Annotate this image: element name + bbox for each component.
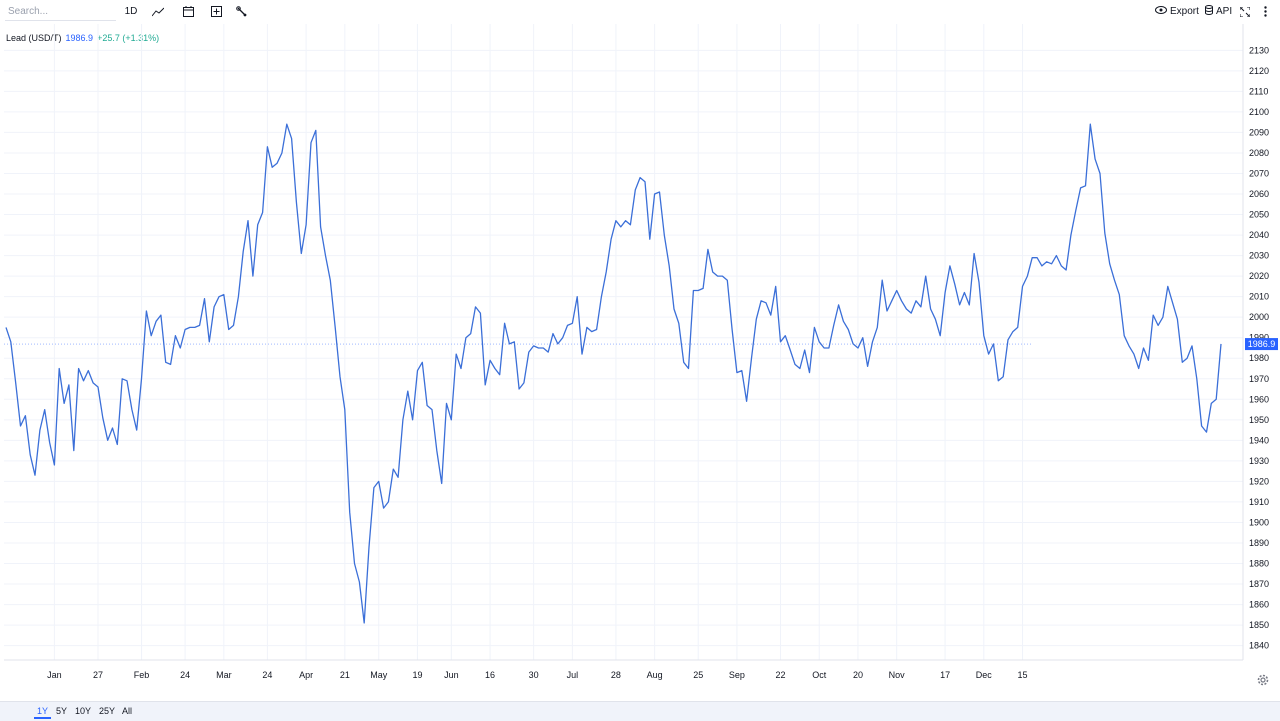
range-all-button[interactable]: All	[122, 706, 133, 716]
legend-value: 1986.9	[65, 33, 94, 43]
y-tick-label: 1960	[1249, 394, 1269, 404]
y-tick-label: 1920	[1249, 476, 1269, 486]
export-label: Export	[1170, 6, 1199, 17]
x-tick-label: Sep	[729, 670, 745, 680]
y-tick-label: 1860	[1249, 600, 1269, 610]
y-tick-label: 1930	[1249, 456, 1269, 466]
y-tick-label: 1980	[1249, 353, 1269, 363]
x-tick-label: Jan	[47, 670, 62, 680]
y-tick-label: 1990	[1249, 333, 1269, 343]
y-tick-label: 1890	[1249, 538, 1269, 548]
range-25y-button[interactable]: 25Y	[99, 706, 116, 716]
y-tick-label: 2090	[1249, 127, 1269, 137]
x-tick-label: Nov	[889, 670, 906, 680]
price-chart[interactable]: 1840185018601870188018901900191019201930…	[0, 24, 1280, 700]
x-tick-label: 22	[775, 670, 785, 680]
last-value-label: 1986.9	[1248, 339, 1276, 349]
y-tick-label: 1910	[1249, 497, 1269, 507]
api-label: API	[1216, 6, 1233, 17]
search-input[interactable]	[5, 3, 116, 21]
interval-button[interactable]: 1D	[124, 6, 138, 17]
y-tick-label: 1940	[1249, 435, 1269, 445]
x-tick-label: 28	[611, 670, 621, 680]
y-tick-label: 2120	[1249, 66, 1269, 76]
x-tick-label: 20	[853, 670, 863, 680]
calendar-icon[interactable]	[180, 3, 196, 20]
x-tick-label: Jul	[567, 670, 579, 680]
last-value-box	[1245, 338, 1278, 351]
x-tick-label: May	[370, 670, 388, 680]
range-1y-button[interactable]: 1Y	[34, 705, 52, 719]
y-tick-label: 2110	[1249, 86, 1268, 96]
y-tick-label: 2100	[1249, 107, 1269, 117]
x-tick-label: 21	[340, 670, 350, 680]
y-tick-label: 2000	[1249, 312, 1269, 322]
fullscreen-icon[interactable]	[1240, 3, 1250, 20]
chart-legend: Lead (USD/T) 1986.9 +25.7 (+1.31%)	[6, 33, 159, 43]
y-tick-label: 1950	[1249, 415, 1269, 425]
chart-toolbar: 1D Export API	[0, 0, 1280, 24]
api-button[interactable]: API	[1205, 3, 1232, 20]
y-tick-label: 1900	[1249, 517, 1269, 527]
x-tick-label: 24	[180, 670, 190, 680]
x-tick-label: 30	[529, 670, 539, 680]
y-tick-label: 1880	[1249, 559, 1269, 569]
x-tick-label: Aug	[647, 670, 663, 680]
y-tick-label: 1840	[1249, 641, 1269, 651]
y-tick-label: 2030	[1249, 251, 1269, 261]
y-tick-label: 2080	[1249, 148, 1269, 158]
export-button[interactable]: Export	[1155, 3, 1199, 20]
x-tick-label: 19	[412, 670, 422, 680]
y-tick-label: 2130	[1249, 45, 1269, 55]
y-tick-label: 2060	[1249, 189, 1269, 199]
x-tick-label: Jun	[444, 670, 459, 680]
x-tick-label: 27	[93, 670, 103, 680]
gear-icon[interactable]	[1257, 673, 1269, 686]
y-tick-label: 2050	[1249, 210, 1269, 220]
price-series-line	[5, 123, 1222, 624]
x-tick-label: Dec	[976, 670, 993, 680]
eye-icon	[1155, 6, 1167, 17]
x-tick-label: Mar	[216, 670, 232, 680]
y-tick-label: 2070	[1249, 168, 1269, 178]
more-vertical-icon[interactable]	[1264, 3, 1267, 20]
x-tick-label: 25	[693, 670, 703, 680]
range-5y-button[interactable]: 5Y	[56, 706, 68, 716]
range-bar: 1Y 5Y 10Y 25Y All	[0, 701, 1280, 721]
x-tick-label: Oct	[812, 670, 827, 680]
y-tick-label: 2040	[1249, 230, 1269, 240]
indicator-wrench-icon[interactable]	[233, 3, 249, 20]
x-tick-label: Apr	[299, 670, 313, 680]
x-tick-label: 24	[262, 670, 272, 680]
add-compare-icon[interactable]	[208, 3, 224, 20]
x-tick-label: 16	[485, 670, 495, 680]
y-tick-label: 2020	[1249, 271, 1269, 281]
y-tick-label: 2010	[1249, 292, 1269, 302]
y-tick-label: 1850	[1249, 620, 1269, 630]
x-tick-label: 15	[1018, 670, 1028, 680]
y-tick-label: 1970	[1249, 374, 1269, 384]
database-icon	[1205, 5, 1213, 18]
y-tick-label: 1870	[1249, 579, 1269, 589]
range-10y-button[interactable]: 10Y	[75, 706, 92, 716]
legend-symbol: Lead (USD/T)	[6, 33, 62, 43]
line-chart-icon[interactable]	[150, 3, 166, 20]
x-tick-label: Feb	[134, 670, 150, 680]
legend-change: +25.7 (+1.31%)	[97, 33, 160, 43]
x-tick-label: 17	[940, 670, 950, 680]
